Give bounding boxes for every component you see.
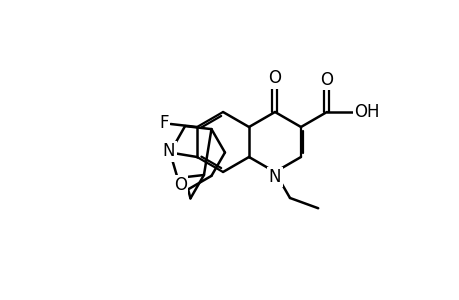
Text: OH: OH <box>354 103 379 121</box>
Text: O: O <box>268 69 281 87</box>
Text: N: N <box>268 168 280 186</box>
Text: F: F <box>158 114 168 132</box>
Text: N: N <box>162 142 175 160</box>
Text: O: O <box>320 70 333 88</box>
Text: O: O <box>174 176 187 194</box>
